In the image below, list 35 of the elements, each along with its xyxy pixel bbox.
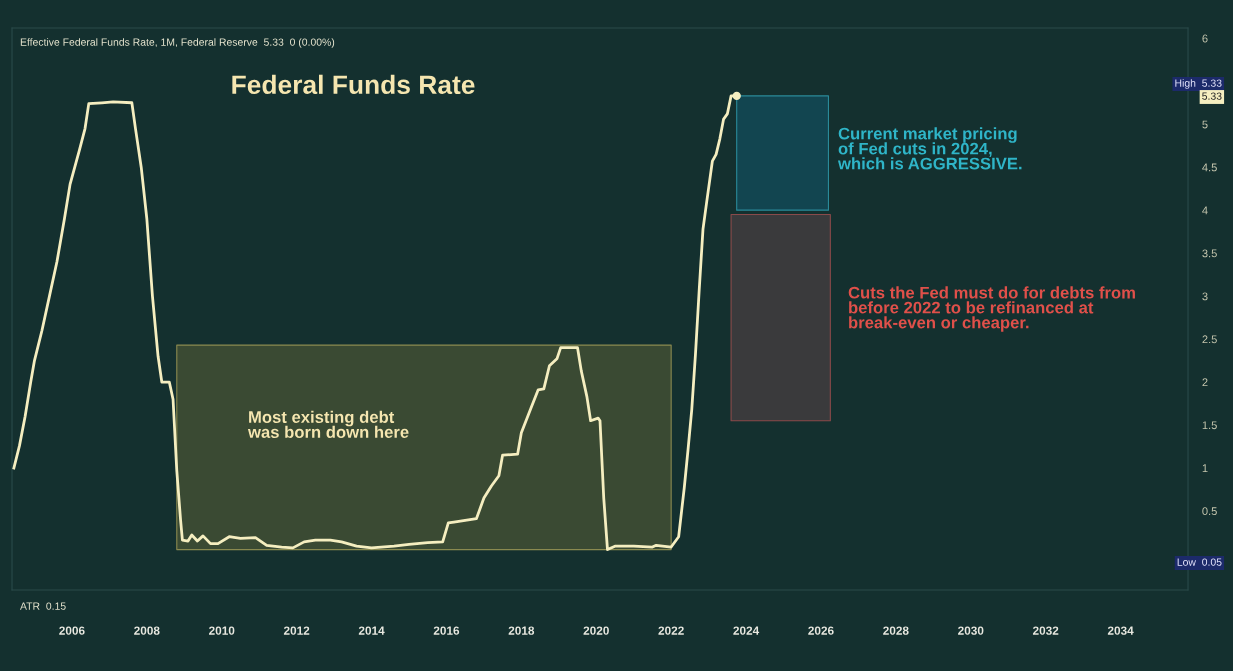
- y-tick-label: 3.5: [1202, 249, 1217, 258]
- annotation: High 5.33: [1175, 79, 1222, 89]
- x-tick-label: 2006: [59, 626, 85, 635]
- x-tick-label: 2030: [958, 626, 984, 635]
- x-tick-label: 2010: [209, 626, 235, 635]
- y-tick-label: 4.5: [1202, 163, 1217, 172]
- annotation: Current market pricing of Fed cuts in 2024, which is AGGRESSIVE.: [837, 127, 1022, 170]
- y-tick-label: 1.5: [1202, 421, 1217, 430]
- x-tick-label: 2012: [283, 626, 310, 635]
- x-tick-label: 2016: [433, 626, 460, 635]
- y-tick-label: 2.5: [1202, 335, 1217, 344]
- annotation: Most existing debt was born down here: [247, 410, 409, 438]
- x-tick-label: 2024: [733, 626, 760, 635]
- x-tick-label: 2014: [358, 626, 385, 635]
- x-tick-label: 2020: [583, 626, 609, 635]
- x-tick-label: 2034: [1107, 626, 1134, 635]
- x-tick-label: 2032: [1032, 626, 1059, 635]
- y-tick-label: 3: [1202, 292, 1208, 301]
- x-tick-label: 2022: [658, 626, 684, 635]
- y-tick-label: 4: [1202, 206, 1208, 215]
- x-tick-label: 2026: [808, 626, 834, 635]
- text: Effective Federal Funds Rate, 1M, Federal Reserve 5.33 0 (0.00%): [20, 38, 335, 48]
- text: Federal Funds Rate: [232, 74, 475, 95]
- text: ATR 0.15: [20, 602, 66, 610]
- x-tick-label: 2018: [508, 626, 535, 635]
- x-tick-label: 2008: [134, 626, 160, 635]
- y-tick-label: 6: [1202, 34, 1208, 43]
- y-tick-label: 0.5: [1202, 507, 1217, 516]
- annotation: Cuts the Fed must do for debts from before 2022 to be refinanced at break-even or cheaper.: [848, 286, 1135, 332]
- y-tick-label: 1: [1202, 464, 1208, 472]
- annotation: Low 0.05: [1177, 558, 1222, 566]
- x-tick-label: 2028: [883, 626, 909, 635]
- text: 5.33: [1202, 92, 1222, 100]
- y-tick-label: 2: [1202, 378, 1208, 387]
- y-tick-label: 5: [1202, 120, 1208, 129]
